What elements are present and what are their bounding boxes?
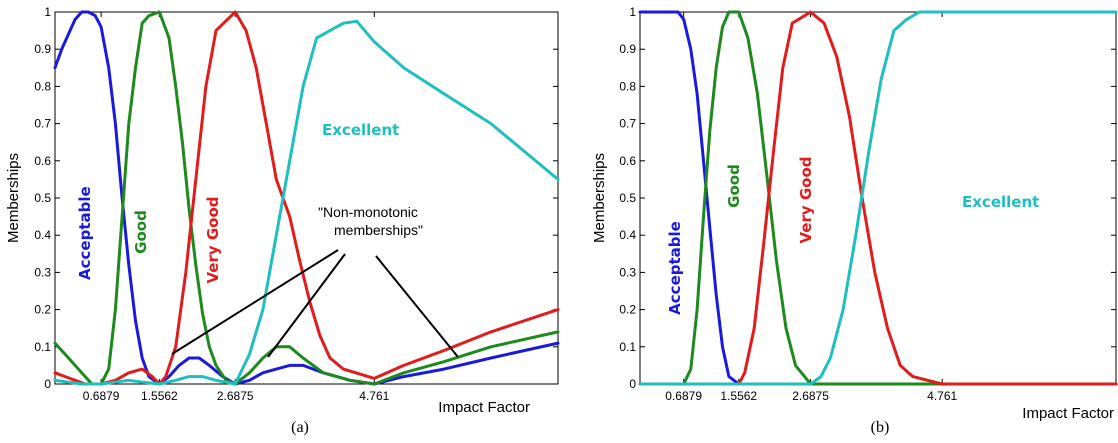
- series-line-very-good: [638, 10, 1118, 386]
- y-tick-label: 0.8: [34, 79, 51, 93]
- y-tick-label: 0.7: [34, 117, 51, 131]
- panel-b-chart: 0 0.1 0.2 0.3 0.4 0.5 0.6 0.7 0.8 0.9 1 0.6879 1.556…: [591, 5, 1118, 436]
- label-very-good-a: Very Good: [204, 196, 222, 283]
- caption-b: (b): [871, 419, 890, 436]
- series-lines-a: [53, 10, 560, 386]
- annotation-arrow-2: [267, 253, 346, 358]
- series-lines-b: [638, 10, 1118, 386]
- y-tick-label: 0.5: [619, 191, 636, 205]
- y-axis-title-a: Memberships: [5, 153, 22, 243]
- x-tick-label: 1.5562: [720, 389, 757, 403]
- label-acceptable-a: Acceptable: [76, 186, 94, 280]
- label-excellent-a: Excellent: [322, 121, 399, 139]
- axis-ticks-b: 0 0.1 0.2 0.3 0.4 0.5 0.6 0.7 0.8 0.9 1 0.6879 1.556…: [619, 5, 1116, 403]
- annotation-arrow-1: [171, 249, 339, 355]
- annotation-line-1: "Non-monotonic: [318, 204, 418, 220]
- y-tick-label: 0.1: [34, 340, 51, 354]
- y-tick-label: 0.6: [619, 154, 636, 168]
- label-acceptable-b: Acceptable: [666, 221, 684, 315]
- series-line-excellent: [638, 10, 1118, 386]
- y-tick-label: 0: [44, 377, 51, 391]
- y-tick-label: 0.2: [619, 303, 636, 317]
- y-tick-label: 0.3: [619, 265, 636, 279]
- y-tick-label: 0.6: [34, 154, 51, 168]
- y-tick-label: 0: [629, 377, 636, 391]
- y-tick-label: 0.3: [34, 265, 51, 279]
- label-good-b: Good: [725, 164, 743, 208]
- x-tick-label: 2.6875: [217, 389, 254, 403]
- y-tick-label: 0.9: [34, 42, 51, 56]
- y-tick-label: 1: [629, 5, 636, 19]
- y-tick-label: 0.1: [619, 340, 636, 354]
- y-tick-label: 0.7: [619, 117, 636, 131]
- x-tick-label: 2.6875: [792, 389, 829, 403]
- y-axis-title-b: Memberships: [591, 153, 608, 243]
- series-line-very-good: [53, 10, 560, 386]
- series-line-good: [53, 10, 560, 386]
- x-axis-title-b: Impact Factor: [1022, 405, 1114, 422]
- y-tick-label: 0.2: [34, 303, 51, 317]
- series-line-good: [638, 10, 1118, 386]
- panel-a-chart: 0 0.1 0.2 0.3 0.4 0.5 0.6 0.7 0.8 0.9 1 0.6879 1.556…: [5, 5, 560, 436]
- plot-area-a: [54, 11, 559, 385]
- x-tick-label: 0.6879: [83, 389, 120, 403]
- x-tick-label: 1.5562: [141, 389, 178, 403]
- annotation-line-2: memberships": [334, 222, 423, 238]
- y-tick-label: 0.4: [34, 228, 51, 242]
- plot-area-b: [639, 11, 1117, 385]
- label-very-good-b: Very Good: [797, 156, 815, 243]
- y-tick-label: 0.5: [34, 191, 51, 205]
- y-tick-label: 0.9: [619, 42, 636, 56]
- series-line-excellent: [53, 19, 560, 386]
- x-tick-label: 4.761: [359, 389, 389, 403]
- x-tick-label: 4.761: [927, 389, 957, 403]
- x-tick-label: 0.6879: [665, 389, 702, 403]
- x-axis-title-a: Impact Factor: [438, 399, 530, 416]
- label-good-a: Good: [132, 210, 150, 254]
- label-excellent-b: Excellent: [962, 193, 1039, 211]
- y-tick-label: 0.4: [619, 228, 636, 242]
- y-tick-label: 1: [44, 5, 51, 19]
- y-tick-label: 0.8: [619, 79, 636, 93]
- axis-ticks-a: 0 0.1 0.2 0.3 0.4 0.5 0.6 0.7 0.8 0.9 1 0.6879 1.556…: [34, 5, 558, 403]
- annotation-arrow-3: [375, 255, 459, 358]
- caption-a: (a): [291, 419, 309, 436]
